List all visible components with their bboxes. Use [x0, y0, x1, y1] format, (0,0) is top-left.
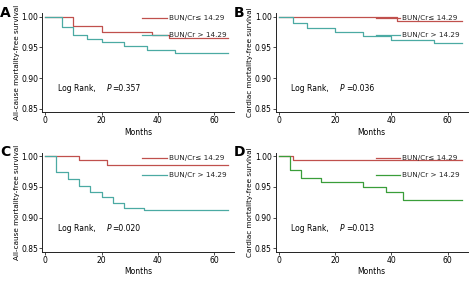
X-axis label: Months: Months [358, 128, 386, 137]
Y-axis label: Cardiac mortality-free survival: Cardiac mortality-free survival [247, 147, 253, 257]
X-axis label: Months: Months [358, 267, 386, 276]
Y-axis label: All-cause mortality-free survival: All-cause mortality-free survival [14, 145, 20, 260]
Y-axis label: Cardiac mortality-free survival: Cardiac mortality-free survival [247, 8, 253, 118]
Text: =0.357: =0.357 [112, 84, 140, 93]
Text: Log Rank,: Log Rank, [58, 224, 98, 233]
Text: BUN/Cr≤ 14.29: BUN/Cr≤ 14.29 [169, 16, 224, 21]
Text: BUN/Cr≤ 14.29: BUN/Cr≤ 14.29 [402, 16, 458, 21]
Text: D: D [234, 145, 245, 159]
Text: Log Rank,: Log Rank, [58, 84, 98, 93]
X-axis label: Months: Months [124, 267, 152, 276]
Text: BUN/Cr≤ 14.29: BUN/Cr≤ 14.29 [402, 155, 458, 161]
Text: P: P [340, 84, 345, 93]
Text: Log Rank,: Log Rank, [291, 224, 331, 233]
Text: BUN/Cr > 14.29: BUN/Cr > 14.29 [402, 172, 460, 178]
Text: Log Rank,: Log Rank, [291, 84, 331, 93]
Y-axis label: All-cause mortality-free survival: All-cause mortality-free survival [14, 5, 20, 120]
Text: =0.013: =0.013 [346, 224, 374, 233]
Text: =0.020: =0.020 [112, 224, 140, 233]
X-axis label: Months: Months [124, 128, 152, 137]
Text: P: P [340, 224, 345, 233]
Text: BUN/Cr≤ 14.29: BUN/Cr≤ 14.29 [169, 155, 224, 161]
Text: C: C [0, 145, 10, 159]
Text: B: B [234, 6, 244, 19]
Text: =0.036: =0.036 [346, 84, 374, 93]
Text: BUN/Cr > 14.29: BUN/Cr > 14.29 [169, 32, 227, 38]
Text: BUN/Cr > 14.29: BUN/Cr > 14.29 [169, 172, 227, 178]
Text: P: P [107, 84, 111, 93]
Text: A: A [0, 6, 11, 19]
Text: BUN/Cr > 14.29: BUN/Cr > 14.29 [402, 32, 460, 38]
Text: P: P [107, 224, 111, 233]
